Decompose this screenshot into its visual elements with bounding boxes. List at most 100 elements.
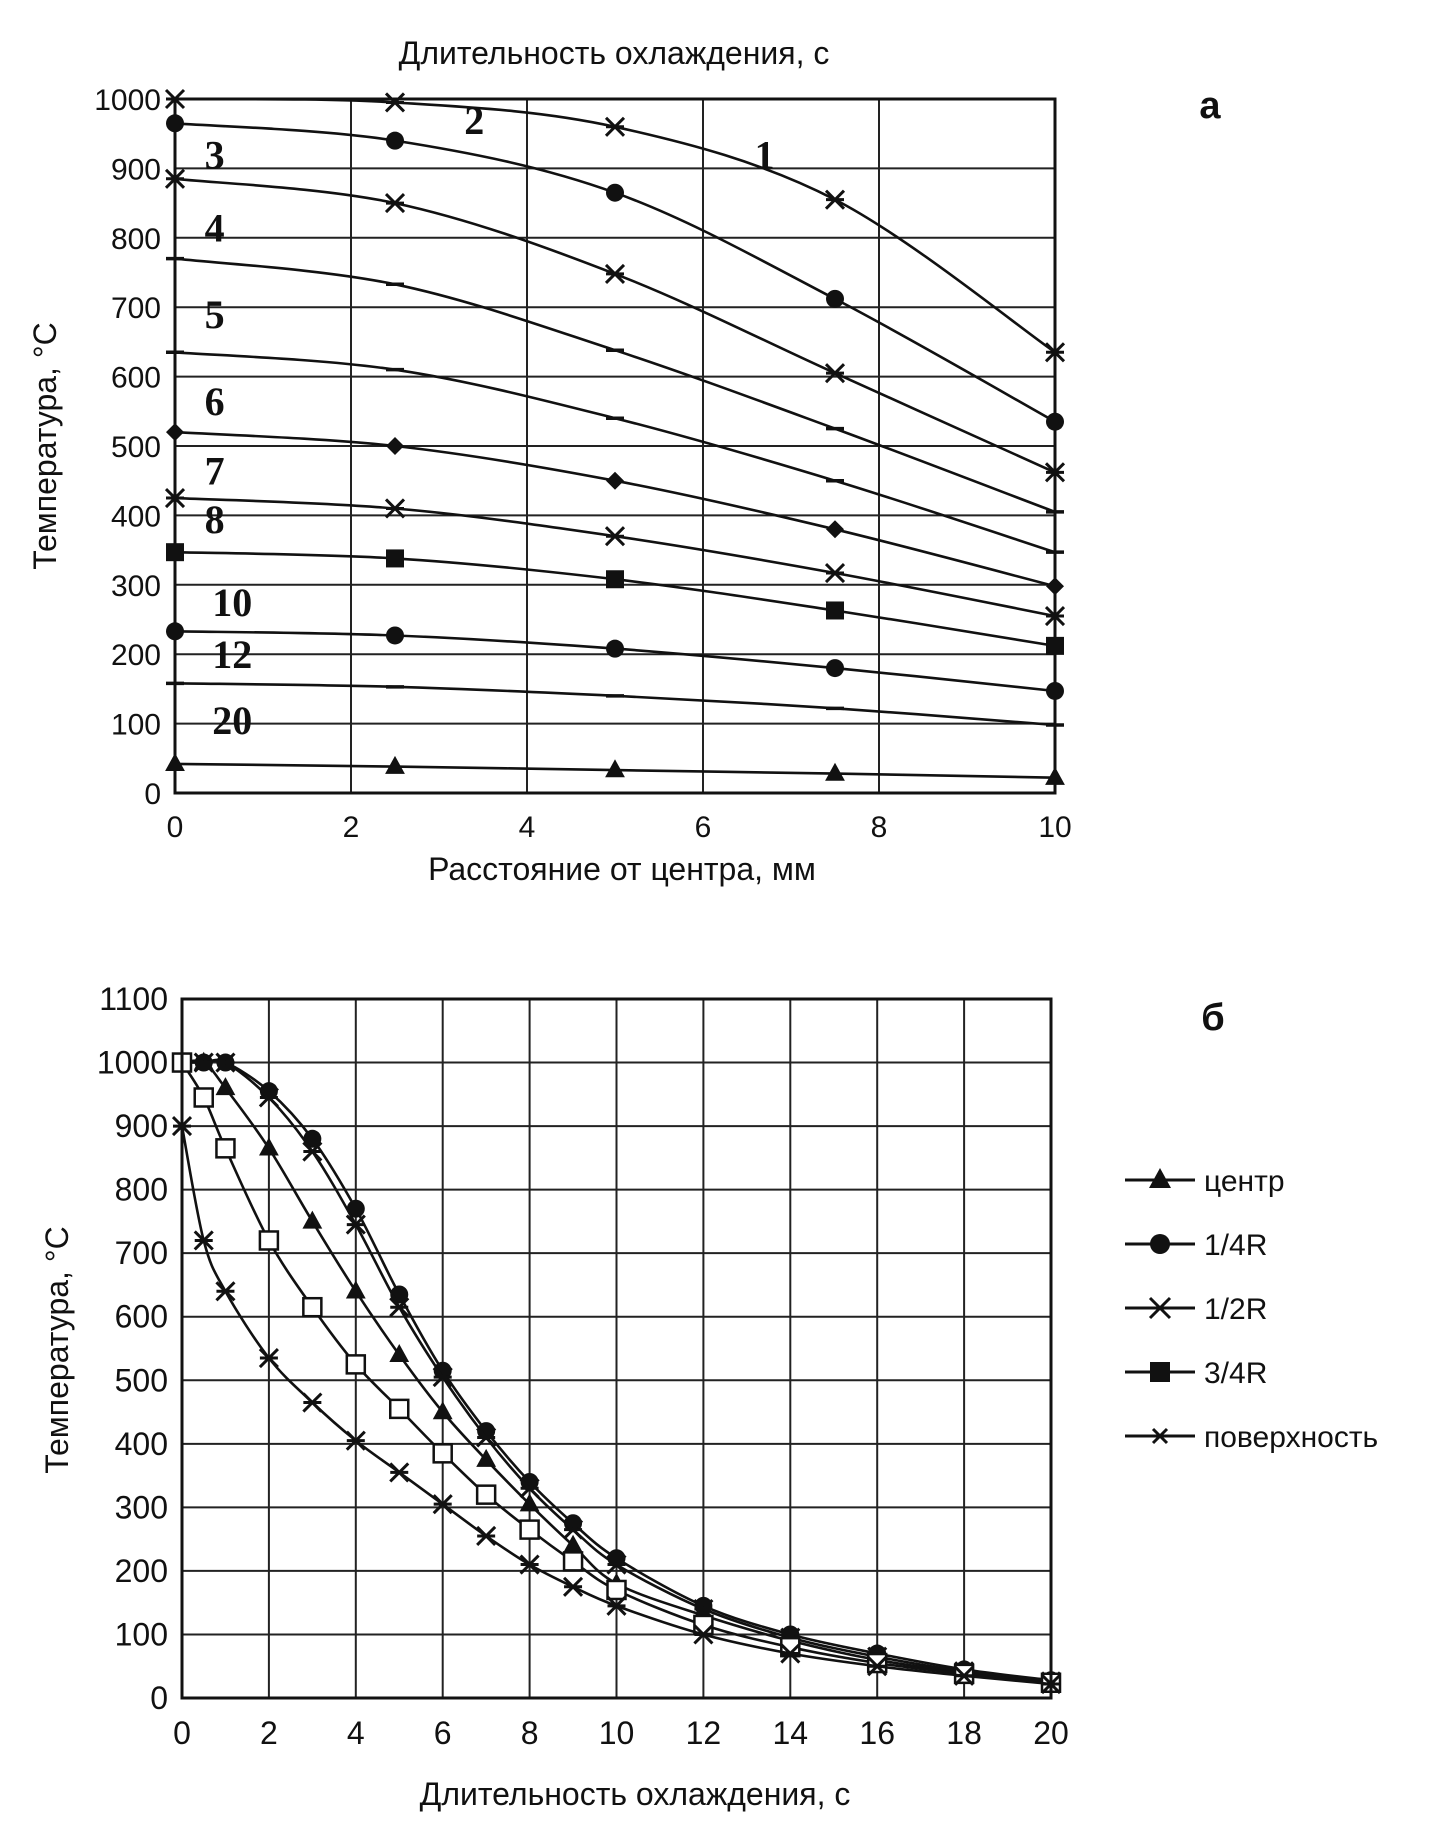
data-point xyxy=(346,1199,365,1218)
data-point xyxy=(519,1519,540,1540)
data-point xyxy=(384,193,406,214)
data-point xyxy=(432,1401,453,1420)
data-point xyxy=(389,1398,410,1420)
series-line xyxy=(174,682,1056,727)
data-point xyxy=(385,755,405,774)
chart-b-ylabel: Температура, °С xyxy=(39,1226,75,1474)
legend-label: 1/2R xyxy=(1204,1293,1267,1326)
data-point xyxy=(606,1595,627,1616)
y-tick-label: 600 xyxy=(115,1299,168,1335)
data-point xyxy=(780,1643,801,1664)
series-line xyxy=(180,1125,1052,1686)
chart-a-series xyxy=(164,88,1066,785)
curve-label: 1 xyxy=(755,133,775,178)
chart-b-xlabel: Длительность охлаждения, с xyxy=(420,1776,851,1812)
legend-item: центр xyxy=(1125,1165,1285,1198)
series-7 xyxy=(164,487,1066,627)
y-tick-label: 900 xyxy=(115,1108,168,1144)
data-point xyxy=(606,1554,627,1575)
y-tick-label: 1100 xyxy=(99,981,168,1017)
y-tick-label: 300 xyxy=(115,1489,168,1525)
legend-marker xyxy=(1149,1168,1171,1188)
y-tick-label: 500 xyxy=(111,431,161,464)
chart-b-plot-frame xyxy=(180,997,1053,1700)
y-tick-label: 1000 xyxy=(94,84,161,117)
data-point xyxy=(259,1137,279,1156)
data-point xyxy=(867,1656,888,1677)
data-point xyxy=(562,1519,584,1540)
x-tick-label: 12 xyxy=(686,1715,722,1751)
curve-label: 20 xyxy=(212,698,252,743)
x-tick-label: 6 xyxy=(695,811,712,844)
legend-label: центр xyxy=(1204,1165,1285,1198)
y-tick-label: 900 xyxy=(111,153,161,186)
y-tick-label: 200 xyxy=(115,1553,168,1589)
x-tick-label: 2 xyxy=(260,1715,278,1751)
data-point xyxy=(258,1347,279,1369)
data-point xyxy=(562,1551,584,1572)
y-tick-label: 0 xyxy=(150,1680,168,1716)
x-tick-label: 14 xyxy=(773,1715,809,1751)
y-tick-label: 400 xyxy=(111,500,161,533)
data-point xyxy=(824,363,846,384)
data-point xyxy=(826,520,844,539)
data-point xyxy=(386,437,404,455)
data-point xyxy=(258,1230,280,1251)
data-point xyxy=(824,189,846,210)
series-line xyxy=(174,97,1056,354)
legend-label: 3/4R xyxy=(1204,1357,1267,1390)
data-point xyxy=(477,1422,496,1441)
curve-label: 12 xyxy=(212,632,252,677)
data-point xyxy=(432,1367,453,1388)
chart-a-panel-label: а xyxy=(1199,85,1221,127)
legend-item: 1/4R xyxy=(1125,1229,1267,1262)
x-tick-label: 10 xyxy=(1038,811,1071,844)
data-point xyxy=(345,1280,366,1299)
data-point xyxy=(520,1472,539,1491)
chart-a-grid xyxy=(174,98,1056,794)
legend-label: 1/4R xyxy=(1204,1229,1267,1262)
x-tick-label: 0 xyxy=(173,1715,191,1751)
y-tick-label: 100 xyxy=(115,1616,168,1652)
x-tick-label: 0 xyxy=(167,811,184,844)
curve-label: 3 xyxy=(205,133,225,178)
legend-item: поверхность xyxy=(1125,1421,1378,1454)
data-point xyxy=(432,1443,453,1464)
data-point xyxy=(386,549,404,568)
legend-marker xyxy=(1151,1427,1169,1445)
legend-marker xyxy=(1148,1296,1172,1320)
data-point xyxy=(384,498,406,519)
chart-panel-b: б 0 2 4 6 8 10 12 14 16 18 20010020030040050060070… xyxy=(39,981,1378,1812)
series-8 xyxy=(166,543,1064,655)
data-point xyxy=(693,1624,714,1645)
y-tick-label: 300 xyxy=(111,570,161,603)
data-point xyxy=(476,1448,497,1467)
data-point xyxy=(825,762,845,781)
series-12 xyxy=(166,681,1064,727)
data-point xyxy=(389,1297,410,1318)
data-point xyxy=(606,183,624,202)
data-point xyxy=(389,1462,410,1483)
series-20 xyxy=(165,753,1065,785)
chart-b-ticks: 0 2 4 6 8 10 12 14 16 18 2001002003004005006007008… xyxy=(97,981,1069,1751)
y-tick-label: 700 xyxy=(111,292,161,325)
data-point xyxy=(193,1087,214,1108)
data-point xyxy=(606,570,624,589)
data-point xyxy=(606,1579,627,1601)
chart-panel-a: Длительность охлаждения, с а 0 2 4 6 8 100100… xyxy=(27,35,1221,887)
y-tick-label: 800 xyxy=(115,1172,168,1208)
data-point xyxy=(386,626,404,645)
chart-b-series xyxy=(171,1051,1062,1695)
x-tick-label: 8 xyxy=(871,811,888,844)
curve-label: 5 xyxy=(205,292,225,337)
data-point xyxy=(433,1361,452,1380)
data-point xyxy=(693,1614,714,1636)
x-tick-label: 4 xyxy=(519,811,536,844)
series-6 xyxy=(166,423,1064,596)
data-point xyxy=(519,1493,540,1512)
x-tick-label: 10 xyxy=(599,1715,635,1751)
series-line xyxy=(174,351,1056,554)
